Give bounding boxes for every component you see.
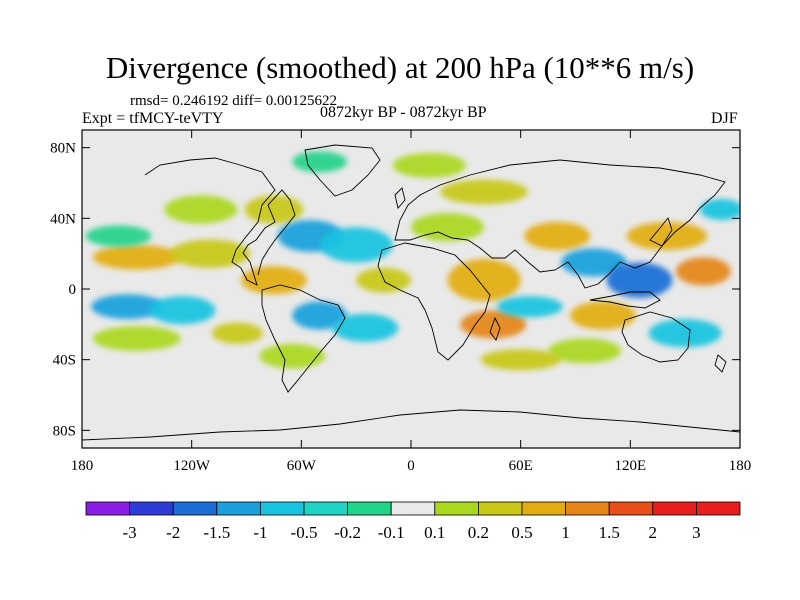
colorbar-label: 0.2 — [468, 523, 489, 542]
field-blob — [626, 221, 708, 251]
lon-label: 60E — [509, 458, 533, 474]
coastline-madagascar — [489, 316, 501, 341]
colorbar-swatch — [565, 501, 610, 516]
field-blob — [548, 338, 622, 364]
coastline-new-zealand — [714, 354, 727, 373]
lon-label: 120W — [173, 458, 211, 474]
season-label: DJF — [711, 110, 738, 127]
colorbar-swatch — [652, 501, 697, 516]
field-blob — [292, 151, 348, 173]
lat-label: 80N — [50, 141, 76, 157]
colorbar-label: 0.1 — [424, 523, 445, 542]
colorbar-label: -3 — [123, 523, 137, 542]
colorbar-swatch — [696, 501, 741, 516]
field-blob — [392, 152, 466, 178]
colorbar-labels: -3 -2 -1.5 -1 -0.5 -0.2 -0.1 0.1 0.2 0.5 1 1.5 2 3 — [123, 523, 701, 542]
colorbar-swatch — [172, 501, 218, 516]
colorbar-label: -0.2 — [334, 523, 361, 542]
lon-label: 180 — [71, 458, 94, 474]
coastline-eurasia — [394, 159, 726, 289]
colorbar-label: 3 — [692, 523, 701, 542]
field-blob — [496, 296, 563, 318]
field-blob — [676, 257, 731, 286]
field-blob — [92, 244, 181, 270]
colorbar-swatch — [303, 501, 348, 516]
lon-label: 120E — [614, 458, 646, 474]
colorbar-label: -2 — [166, 523, 180, 542]
colorbar-swatch — [608, 501, 654, 516]
field-blob — [524, 221, 591, 251]
coastline-australia — [621, 311, 691, 363]
colorbar-swatch — [85, 501, 130, 516]
colorbar-label: -1.5 — [203, 523, 230, 542]
coastlines — [82, 144, 740, 441]
lat-label: 0 — [69, 282, 77, 298]
field-blob — [411, 213, 485, 242]
lat-label: 80S — [53, 423, 76, 439]
experiment-label: Expt = tfMCY-teVTY — [82, 110, 224, 127]
field-blob — [356, 267, 412, 293]
field-blob — [480, 349, 561, 371]
field-blob — [169, 239, 251, 268]
stats-line: rmsd= 0.246192 diff= 0.00125622 — [130, 93, 338, 109]
colorbar-swatch — [477, 501, 523, 516]
plot-title: Divergence (smoothed) at 200 hPa (10**6 … — [105, 50, 695, 85]
field-blob — [92, 326, 181, 351]
colorbar — [85, 501, 741, 516]
colorbar-swatch — [521, 501, 566, 516]
longitude-labels: 180 120W 60W 0 60E 120E 180 — [71, 458, 752, 474]
coastline-africa — [377, 242, 491, 361]
lon-label: 60W — [287, 458, 317, 474]
lat-label: 40S — [53, 353, 76, 369]
colorbar-label: -0.5 — [291, 523, 318, 542]
colorbar-swatch — [347, 501, 392, 516]
field-blob — [149, 296, 216, 325]
colorbar-label: 2 — [649, 523, 658, 542]
coastline-japan — [649, 217, 673, 247]
colorbar-label: 0.5 — [511, 523, 532, 542]
coastline-british-isles — [394, 187, 406, 209]
field-blob — [319, 227, 393, 263]
colorbar-swatch — [390, 501, 436, 516]
field-blob — [241, 266, 307, 295]
coastline-antarctica — [82, 409, 740, 441]
colorbar-label: -1 — [253, 523, 267, 542]
colorbar-swatch — [129, 501, 174, 516]
colorbar-label: 1 — [561, 523, 570, 542]
field-blob — [648, 319, 722, 348]
divergence-field — [85, 151, 740, 371]
colorbar-swatch — [434, 501, 479, 516]
lon-label: 180 — [729, 458, 752, 474]
field-blob — [570, 301, 636, 330]
coastline-south-america — [261, 284, 346, 393]
coastline-north-america — [144, 157, 296, 286]
colorbar-swatch — [216, 501, 261, 516]
colorbar-label: 1.5 — [599, 523, 620, 542]
field-blob — [211, 322, 263, 344]
field-blob — [460, 310, 527, 339]
lat-label: 40N — [50, 211, 76, 227]
field-blob — [560, 248, 627, 277]
field-blob — [85, 225, 152, 247]
field-blob — [91, 294, 165, 320]
field-blob — [447, 258, 521, 302]
coastline-indonesia — [589, 291, 661, 309]
field-blob — [292, 301, 348, 330]
lon-label: 0 — [407, 458, 415, 474]
field-blob — [332, 313, 399, 342]
colorbar-swatch — [259, 501, 305, 516]
axis-ticks — [81, 130, 741, 448]
coastline-greenland — [304, 144, 381, 197]
field-blob — [606, 262, 673, 298]
field-blob — [440, 179, 528, 205]
field-blob — [259, 343, 326, 369]
colorbar-label: -0.1 — [378, 523, 405, 542]
period-label: 0872kyr BP - 0872kyr BP — [320, 104, 487, 121]
field-blob — [164, 195, 238, 224]
latitude-labels: 80N 40N 0 40S 80S — [50, 141, 76, 440]
field-blob — [699, 198, 740, 221]
